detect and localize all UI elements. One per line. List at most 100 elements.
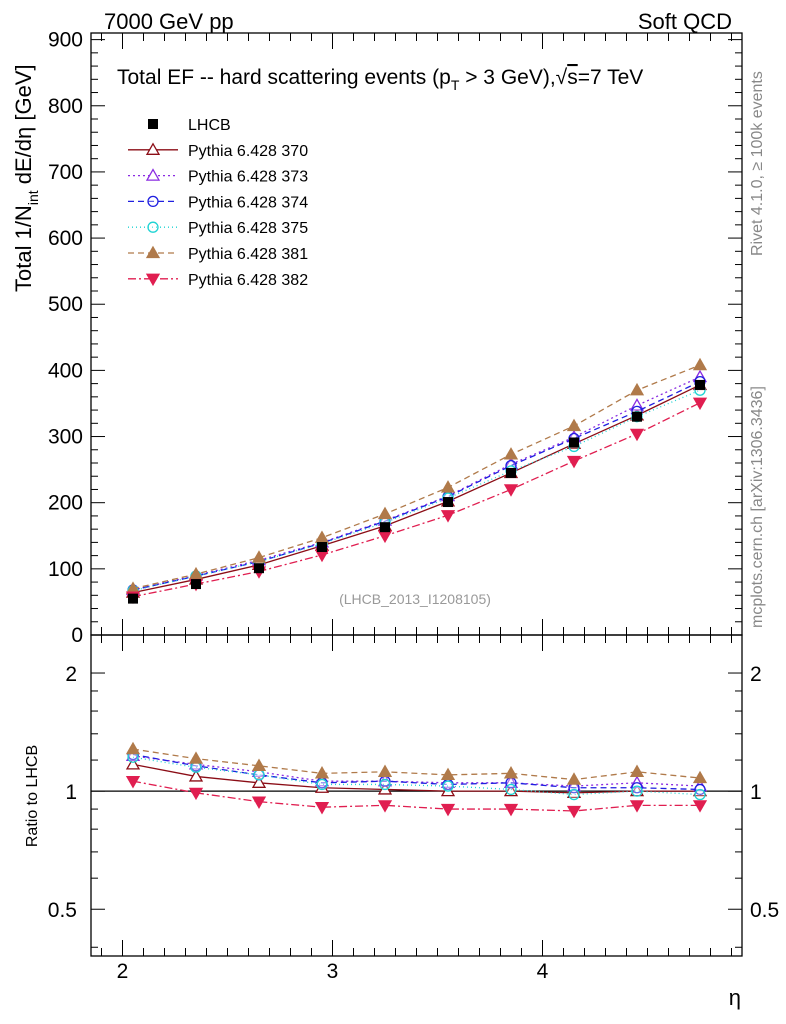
ratio-point-3: [694, 788, 706, 801]
y-tick-label: 0: [71, 624, 83, 647]
ratio-point-0: [188, 769, 204, 782]
ratio-panel-frame: [90, 634, 743, 957]
ratio-line-1: [132, 755, 701, 787]
ratio-point-5: [566, 805, 582, 819]
y-tick-label: 700: [48, 161, 83, 184]
legend-label-3: Pythia 6.428 375: [188, 220, 308, 237]
ratio-point-5: [125, 776, 141, 789]
lhcb-data-point: [317, 542, 327, 553]
ratio-tick-label: 1: [65, 781, 77, 804]
chart-title-sqrt: √: [556, 66, 568, 89]
analysis-watermark: (LHCB_2013_I1208105): [339, 591, 491, 607]
chart-title-post: > 3 GeV),: [459, 66, 555, 89]
main-data-layer: [128, 379, 705, 604]
series-point-4: [440, 480, 456, 493]
y-tick-label: 500: [48, 293, 83, 316]
y-tick-label: 100: [48, 558, 83, 581]
series-line-4: [132, 364, 701, 590]
ratio-point-5: [440, 803, 456, 817]
ratio-tick-label-right: 1: [750, 781, 762, 804]
ratio-tick-label: 0.5: [48, 899, 77, 922]
ratio-tick-label-right: 0.5: [750, 899, 779, 922]
y-tick-label: 200: [48, 492, 83, 515]
x-axis-ticks: 2 3 4: [101, 33, 732, 983]
side-label-rivet: Rivet 4.1.0, ≥ 100k events: [749, 71, 766, 256]
lhcb-data-point: [128, 593, 138, 604]
series-point-5: [440, 510, 456, 523]
ratio-tick-label: 2: [65, 663, 77, 686]
legend-marker-5: [145, 273, 161, 287]
ratio-point-3: [190, 761, 202, 773]
y-tick-label: 400: [48, 359, 83, 382]
series-point-4: [377, 506, 393, 520]
y-tick-label: 900: [48, 29, 83, 52]
ratio-point-5: [629, 800, 645, 813]
lhcb-data-point: [569, 437, 579, 448]
ratio-point-3: [505, 783, 517, 796]
series-point-4: [692, 357, 708, 371]
y-axis-label-sub: int: [25, 190, 41, 205]
ratio-tick-label-right: 2: [750, 663, 762, 686]
series-point-4: [503, 447, 519, 460]
legend-label-lhcb: LHCB: [188, 117, 231, 134]
y-tick-label: 300: [48, 426, 83, 449]
legend-label-5: Pythia 6.428 382: [188, 272, 308, 289]
lhcb-data-point: [695, 379, 705, 390]
ratio-point-4: [188, 751, 204, 764]
ratio-point-5: [503, 803, 519, 817]
y-axis-label-post: dE/dη [GeV]: [11, 64, 36, 190]
y-tick-label: 800: [48, 95, 83, 118]
header-right: Soft QCD: [638, 9, 732, 34]
lhcb-data-point: [254, 563, 264, 574]
y-axis-label-pre: Total 1/N: [11, 205, 36, 292]
legend-marker-2: [147, 195, 159, 208]
ratio-point-4: [377, 764, 393, 777]
series-point-4: [188, 566, 204, 580]
main-series-layer: [125, 357, 708, 604]
series-line-1: [132, 376, 701, 591]
ratio-line-3: [132, 756, 701, 796]
ratio-point-5: [188, 787, 204, 801]
series-point-4: [566, 418, 582, 432]
ratio-y-axis-label: Ratio to LHCB: [24, 745, 41, 847]
series-point-5: [503, 484, 519, 497]
ratio-point-3: [568, 788, 580, 801]
ratio-point-3: [442, 780, 454, 792]
series-line-0: [132, 384, 701, 594]
ratio-point-2: [631, 782, 643, 794]
legend-label-1: Pythia 6.428 373: [188, 169, 308, 186]
legend-marker-0: [145, 142, 161, 155]
legend-label-0: Pythia 6.428 370: [188, 143, 308, 160]
ratio-point-5: [314, 802, 330, 815]
legend: LHCB Pythia 6.428 370 Pythia 6.428 373 Pyth…: [128, 117, 308, 289]
main-axis-ticks: 0 100 200 300 400 500 600 700 800 900: [48, 29, 742, 647]
main-panel: 0 100 200 300 400 500 600 700 800 900 Total EF --…: [11, 29, 743, 647]
ratio-point-4: [314, 766, 330, 779]
series-point-5: [629, 428, 645, 442]
series-line-3: [132, 389, 701, 592]
lhcb-data-point: [380, 522, 390, 533]
chart-title-pre: Total EF -- hard scattering events (p: [117, 66, 451, 89]
ratio-point-4: [566, 772, 582, 785]
legend-label-2: Pythia 6.428 374: [188, 194, 308, 211]
legend-marker-lhcb: [148, 119, 158, 129]
x-tick-label: 4: [537, 960, 549, 983]
y-axis-label: Total 1/Nint dE/dη [GeV]: [11, 64, 41, 292]
series-point-5: [566, 455, 582, 469]
ratio-line-5: [132, 780, 700, 812]
legend-marker-1: [145, 168, 161, 181]
legend-marker-3: [147, 221, 159, 233]
side-label-mcplots: mcplots.cern.ch [arXiv:1306.3436]: [749, 386, 766, 628]
ratio-line-2: [132, 753, 701, 791]
legend-label-4: Pythia 6.428 381: [188, 246, 308, 263]
series-point-4: [314, 530, 330, 543]
lhcb-data-point: [443, 497, 453, 508]
lhcb-data-point: [506, 467, 516, 478]
ratio-line-4: [132, 748, 701, 781]
ratio-point-4: [251, 758, 267, 771]
ratio-point-3: [316, 778, 328, 791]
series-point-4: [629, 382, 645, 396]
ratio-point-0: [251, 775, 267, 788]
header-left: 7000 GeV pp: [104, 9, 234, 34]
ratio-point-4: [629, 764, 645, 777]
